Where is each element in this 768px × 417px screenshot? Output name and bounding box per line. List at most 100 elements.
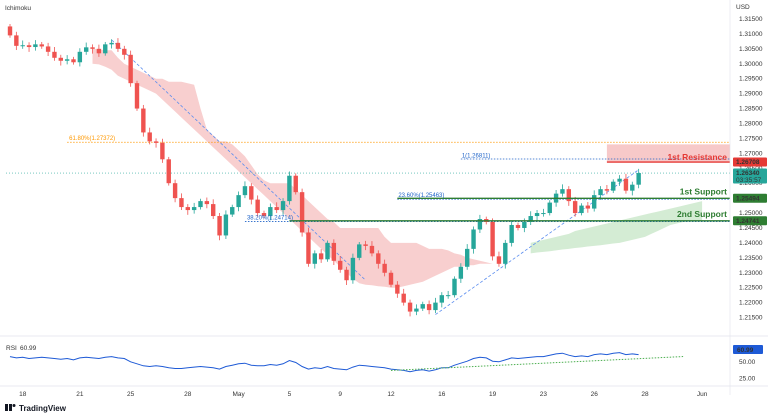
resistance-price-tag: 1.26708 (736, 159, 760, 166)
candle-body (541, 213, 546, 215)
candle (7, 24, 13, 38)
candle (280, 198, 286, 215)
price-tick: 1.24500 (739, 225, 763, 232)
candle-body (58, 57, 63, 61)
rsi-tag-bg (733, 345, 763, 354)
candle-body (318, 253, 324, 260)
candle (179, 193, 184, 211)
candle (39, 41, 44, 49)
support-1-price-tag-bg (733, 193, 767, 203)
candle-body (52, 51, 57, 58)
rsi-trendline (390, 356, 684, 371)
candle (515, 222, 521, 231)
candle (96, 44, 102, 57)
candle-body (388, 272, 394, 285)
candle-body (134, 83, 140, 109)
price-tick: 1.31000 (739, 31, 763, 38)
price-tick: 1.28000 (739, 120, 763, 127)
candle-body (280, 201, 286, 211)
candle (338, 256, 343, 273)
main-pane[interactable] (6, 24, 730, 317)
candle (407, 299, 413, 317)
support-1-price-tag: 1.25494 (736, 195, 760, 202)
candle-body (547, 202, 552, 214)
price-tick: 1.28500 (739, 106, 763, 113)
candle (420, 301, 425, 311)
candle-body (477, 219, 483, 230)
tradingview-logo[interactable]: TradingView (5, 404, 67, 413)
price-tick: 1.29000 (739, 91, 763, 98)
candle (509, 220, 514, 247)
candle (376, 250, 381, 269)
candle (426, 300, 432, 315)
candle (350, 253, 356, 284)
time-tick: 16 (438, 391, 446, 398)
candle (122, 45, 127, 60)
candle (255, 195, 260, 217)
time-axis: 18 21 25 28 May 5 9 12 16 19 23 26 28 Jun (0, 385, 768, 398)
candle-body (198, 201, 203, 208)
candle (325, 240, 330, 262)
candle-body (90, 47, 95, 49)
downtrend-line (111, 39, 366, 281)
candle-body (363, 244, 368, 246)
rsi-label: RSI (6, 345, 17, 352)
candle-body (604, 189, 610, 191)
candle-body (585, 205, 591, 209)
support-2-price-tag: 1.24741 (736, 218, 760, 225)
price-tick: 1.22000 (739, 300, 763, 307)
time-tick: 12 (387, 391, 395, 398)
candle-body (71, 59, 76, 63)
currency-label: USD (736, 4, 750, 11)
candle (560, 184, 565, 197)
candle (534, 210, 540, 221)
candle-body (534, 213, 540, 217)
candle (147, 127, 152, 145)
time-tick: 25 (127, 391, 135, 398)
candle-body (268, 207, 273, 217)
candle (134, 80, 140, 111)
time-tick: 28 (641, 391, 649, 398)
price-tick: 1.25000 (739, 210, 763, 217)
candle (128, 50, 133, 87)
candle (223, 210, 229, 240)
candle-body (261, 213, 267, 217)
rsi-tag: 60.99 (737, 347, 754, 354)
candle (623, 173, 629, 194)
candle-body (471, 229, 476, 249)
candle-body (312, 253, 317, 264)
price-tick: 1.21500 (739, 315, 763, 322)
candle (547, 200, 552, 216)
candle (14, 31, 19, 51)
candle (344, 266, 349, 286)
candle (191, 202, 197, 214)
candle (204, 197, 210, 209)
price-tick: 1.26000 (739, 180, 763, 187)
candle-body (452, 278, 457, 296)
fib-38-label: 38.20%(1.24714) (247, 216, 293, 222)
candle-body (14, 35, 19, 46)
candle-body (7, 26, 13, 36)
candle (604, 184, 610, 195)
candle-body (490, 222, 495, 257)
candle (585, 202, 591, 213)
candle (160, 138, 165, 163)
candle (388, 270, 394, 288)
candle-body (211, 204, 216, 217)
candle-body (109, 42, 114, 45)
candle (541, 208, 546, 217)
candle-body (344, 269, 349, 281)
current-price-tag-bg (733, 168, 767, 184)
candle-body (515, 224, 521, 228)
time-tick: Jun (697, 391, 708, 398)
candle-body (560, 189, 565, 194)
candle (579, 203, 584, 216)
time-tick: 26 (591, 391, 599, 398)
rsi-value: 60.99 (20, 345, 37, 352)
brand-name: TradingView (19, 404, 67, 413)
candle (153, 138, 159, 148)
candle (172, 179, 178, 203)
candle (84, 42, 89, 55)
